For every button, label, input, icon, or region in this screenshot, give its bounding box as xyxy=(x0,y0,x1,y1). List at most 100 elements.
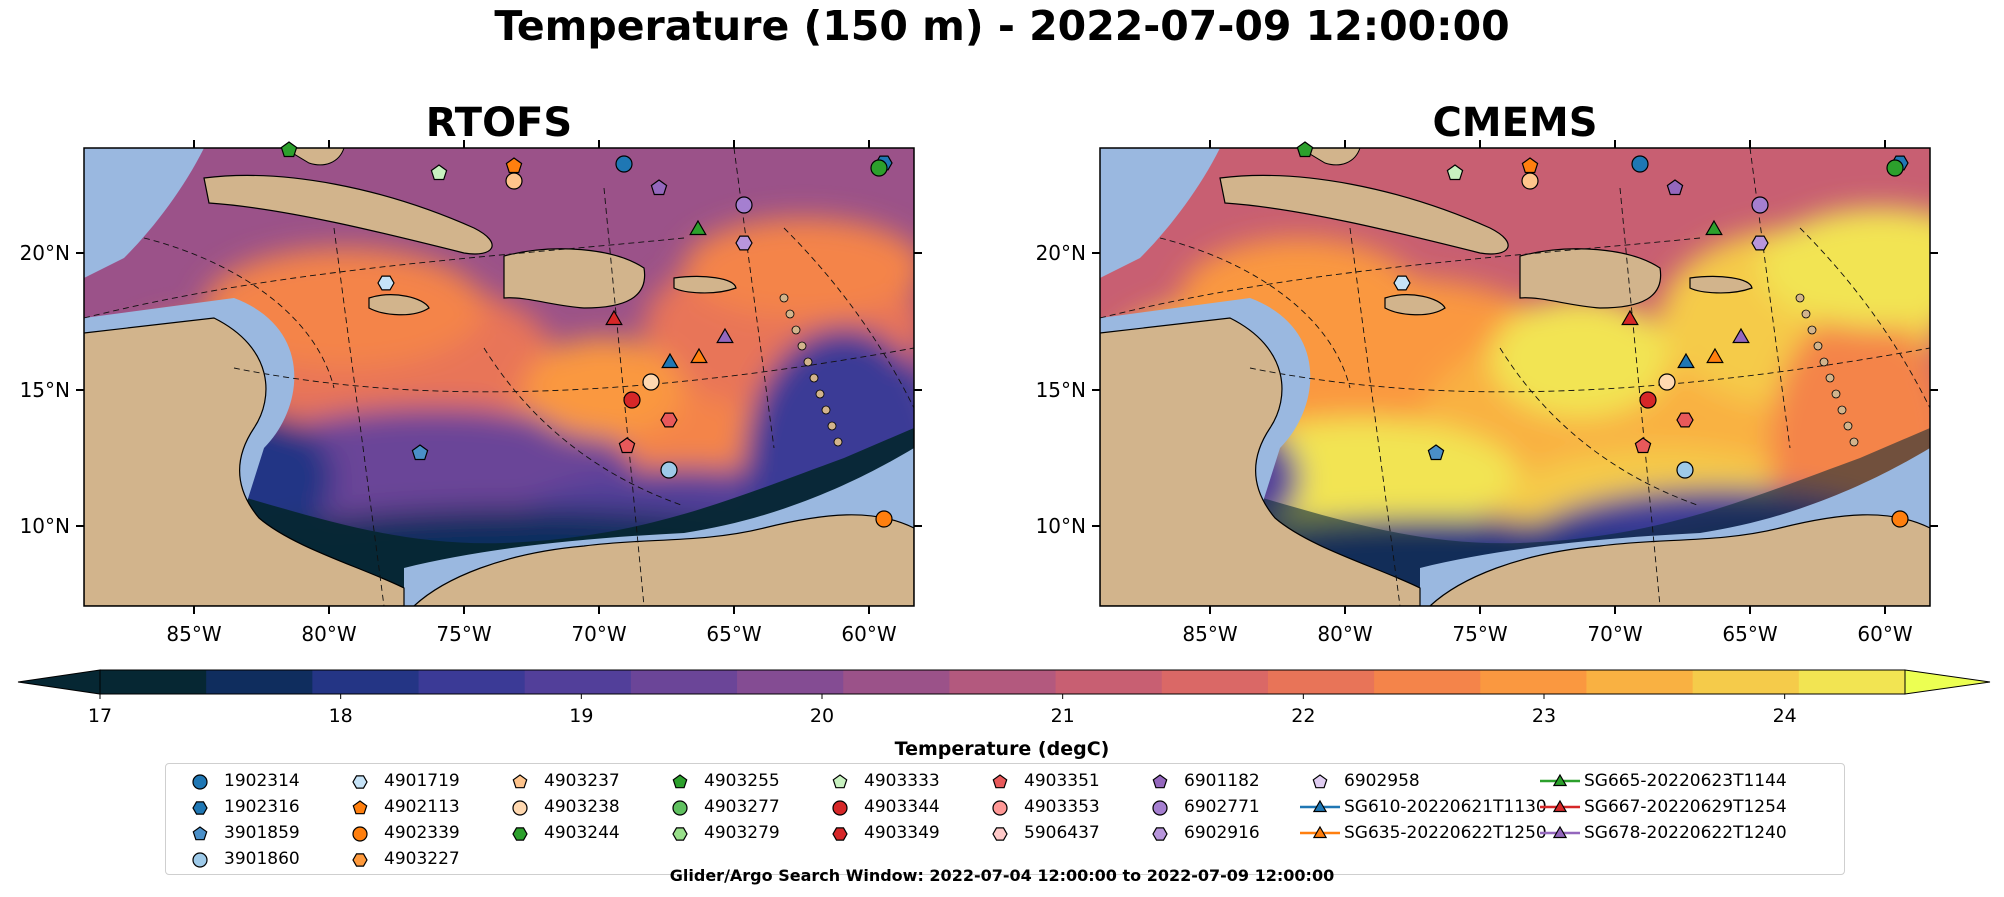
legend-marker-icon xyxy=(192,826,208,841)
legend-entry: 6902916 xyxy=(1136,822,1260,844)
legend-entry: 1902316 xyxy=(176,796,300,818)
legend-label: 5906437 xyxy=(1024,823,1100,843)
lon-tick-label: 75°W xyxy=(436,622,491,646)
legend-marker-icon xyxy=(672,774,688,789)
observation-marker xyxy=(411,444,429,461)
legend-entry: 4903238 xyxy=(496,796,620,818)
legend-marker-icon xyxy=(992,827,1008,841)
colorbar-tick-label: 22 xyxy=(1291,705,1315,727)
colorbar-swatch xyxy=(524,670,632,694)
glider-marker xyxy=(605,309,623,326)
search-window-caption: Glider/Argo Search Window: 2022-07-04 12… xyxy=(669,866,1335,885)
legend-label: 3901860 xyxy=(224,849,300,869)
observation-marker xyxy=(1639,391,1657,409)
legend-marker-icon xyxy=(1552,773,1568,787)
legend-label: 4903244 xyxy=(544,823,620,843)
legend-entry: 1902314 xyxy=(176,770,300,792)
map-panel-cmems: 85°W 80°W 75°W 70°W 65°W 60°W 20°N 15°N 10°N xyxy=(1036,140,1938,646)
legend-marker-icon xyxy=(352,853,368,867)
legend-marker-icon xyxy=(1312,799,1328,813)
observation-marker xyxy=(1631,155,1649,173)
lon-tick-label: 65°W xyxy=(1722,622,1777,646)
legend-entry: 3901859 xyxy=(176,822,300,844)
legend-marker-icon xyxy=(832,800,848,816)
observation-marker xyxy=(618,437,636,454)
legend-entry: 4903333 xyxy=(816,770,940,792)
observation-marker xyxy=(642,373,660,391)
legend-marker-icon xyxy=(672,800,688,816)
observation-marker xyxy=(650,179,668,196)
legend-entry: 6902958 xyxy=(1296,770,1420,792)
observation-marker xyxy=(623,391,641,409)
glider-marker xyxy=(1621,309,1639,326)
legend-marker-icon xyxy=(352,775,368,789)
observation-marker xyxy=(1751,235,1769,251)
colorbar-swatch xyxy=(1267,670,1375,694)
legend-entry: 4903255 xyxy=(656,770,780,792)
legend-marker-icon xyxy=(192,801,208,815)
legend-entry: 4901719 xyxy=(336,770,460,792)
colorbar-tick-label: 18 xyxy=(329,705,353,727)
legend-entry: SG635-20220622T1250 xyxy=(1296,822,1547,844)
legend-entry: SG678-20220622T1240 xyxy=(1536,822,1787,844)
legend-label: 4903237 xyxy=(544,771,620,791)
legend-label: SG610-20220621T1130 xyxy=(1344,797,1547,817)
lat-tick-label: 20°N xyxy=(1036,241,1086,265)
legend-marker-icon xyxy=(1312,774,1328,789)
observation-marker xyxy=(1393,275,1411,291)
observation-marker xyxy=(660,461,678,479)
legend-marker-icon xyxy=(352,800,368,815)
lat-tick-label: 15°N xyxy=(20,378,70,402)
observation-marker xyxy=(430,164,448,181)
observation-marker xyxy=(1296,141,1314,158)
colorbar-extend-max xyxy=(1904,669,1991,695)
observation-marker xyxy=(505,172,523,190)
observation-marker xyxy=(1521,172,1539,190)
observation-marker xyxy=(1634,437,1652,454)
legend-entry: 4903349 xyxy=(816,822,940,844)
colorbar-swatch xyxy=(1055,670,1163,694)
legend-marker-icon xyxy=(1552,799,1568,813)
legend-entry: 5906437 xyxy=(976,822,1100,844)
observation-marker xyxy=(875,510,893,528)
lat-tick-label: 20°N xyxy=(20,241,70,265)
colorbar-swatch xyxy=(737,670,844,694)
lon-tick-label: 85°W xyxy=(1182,622,1237,646)
legend-entry: 4903237 xyxy=(496,770,620,792)
legend-label: 4903227 xyxy=(384,849,460,869)
observation-marker xyxy=(1676,412,1694,428)
legend-label: 4903255 xyxy=(704,771,780,791)
legend-label: SG678-20220622T1240 xyxy=(1584,823,1787,843)
glider-marker xyxy=(1732,327,1750,344)
legend-marker-icon xyxy=(192,774,208,790)
glider-marker xyxy=(690,347,708,364)
legend-marker-icon xyxy=(512,800,528,816)
legend-label: 4903344 xyxy=(864,797,940,817)
legend-label: 1902316 xyxy=(224,797,300,817)
legend-marker-icon xyxy=(1312,825,1328,839)
legend-label: SG667-20220629T1254 xyxy=(1584,797,1787,817)
legend-entry: 4902113 xyxy=(336,796,460,818)
observation-marker xyxy=(1658,373,1676,391)
observation-marker xyxy=(1666,179,1684,196)
colorbar-swatch xyxy=(206,670,313,694)
colorbar-tick-label: 21 xyxy=(1051,705,1075,727)
colorbar-swatch xyxy=(1692,670,1800,694)
legend-label: 4903277 xyxy=(704,797,780,817)
legend-marker-icon xyxy=(672,827,688,841)
legend-entry: 6902771 xyxy=(1136,796,1260,818)
legend-label: 4902339 xyxy=(384,823,460,843)
glider-marker xyxy=(716,327,734,344)
legend-label: 4903353 xyxy=(1024,797,1100,817)
legend-marker-icon xyxy=(352,826,368,842)
legend-label: 4903351 xyxy=(1024,771,1100,791)
legend-label: 4903349 xyxy=(864,823,940,843)
legend-marker-icon xyxy=(832,827,848,841)
colorbar-swatch xyxy=(418,670,526,694)
lon-tick-label: 70°W xyxy=(571,622,626,646)
legend-entry: 4903353 xyxy=(976,796,1100,818)
lat-tick-label: 15°N xyxy=(1036,378,1086,402)
legend-entry: SG665-20220623T1144 xyxy=(1536,770,1787,792)
legend-label: 1902314 xyxy=(224,771,300,791)
